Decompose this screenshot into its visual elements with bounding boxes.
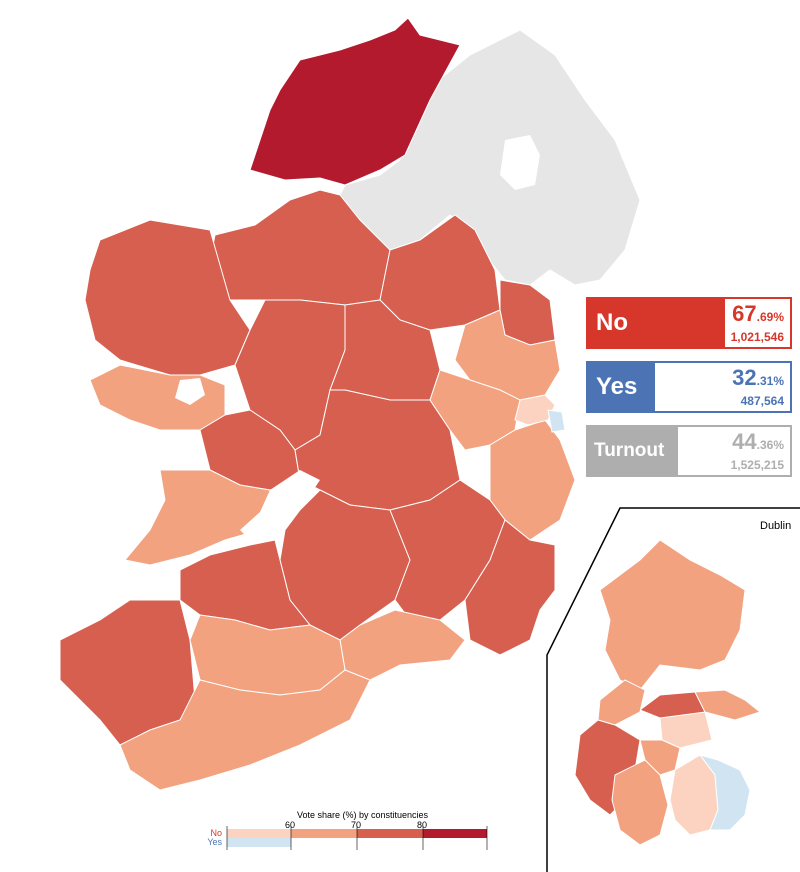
legend-tick-label-80: 80	[417, 820, 428, 830]
legend-yes-label: Yes	[207, 837, 222, 847]
result-no-count: 1,021,546	[730, 330, 784, 344]
result-no-box: No 67.69% 1,021,546	[586, 297, 792, 349]
constituency-wexford	[464, 519, 556, 656]
legend-no-70-80	[357, 829, 423, 838]
legend-tick-label-60: 60	[285, 820, 296, 830]
result-yes-count: 487,564	[740, 394, 784, 408]
northern-ireland-region	[334, 29, 641, 286]
legend-no-label: No	[210, 828, 222, 838]
inset-border	[546, 507, 800, 872]
constituency-dublin-bay-yes	[547, 409, 566, 433]
legend-no-60-70	[291, 829, 357, 838]
lough-neagh	[500, 135, 540, 190]
constituency-galway-west	[89, 364, 226, 431]
result-turnout-box: Turnout 44.36% 1,525,215	[586, 425, 792, 477]
legend-tick-label-70: 70	[351, 820, 362, 830]
legend-colorbar	[226, 826, 488, 850]
lough-corrib-region	[175, 378, 205, 405]
inset-south-west	[611, 759, 669, 846]
constituency-clare	[124, 469, 281, 566]
inset-dun-laoghaire	[698, 754, 751, 831]
legend-no-80-90	[423, 829, 487, 838]
legend-yes-50-60	[227, 838, 291, 847]
shannon-estuary	[240, 470, 320, 540]
result-no-percent: 67.69%	[732, 301, 784, 326]
constituency-dublin-area	[514, 394, 556, 426]
constituency-donegal	[249, 17, 461, 186]
result-turnout-percent: 44.36%	[732, 429, 784, 454]
inset-title-dublin: Dublin	[760, 520, 792, 532]
legend-no-50-60	[227, 829, 291, 838]
legend-title: Vote share (%) by constituencies	[296, 810, 429, 820]
constituency-cork-south	[119, 669, 371, 791]
result-turnout-label: Turnout	[588, 427, 678, 475]
result-no-label: No	[588, 299, 725, 347]
constituency-louth	[499, 279, 556, 346]
result-yes-box: Yes 32.31% 487,564	[586, 361, 792, 413]
inset-fingal	[599, 539, 746, 691]
result-yes-label: Yes	[588, 363, 655, 411]
inset-west	[597, 679, 646, 726]
result-turnout-count: 1,525,215	[730, 458, 784, 472]
result-yes-percent: 32.31%	[732, 365, 784, 390]
constituency-meath-east	[454, 309, 561, 401]
inset-central	[659, 711, 713, 749]
